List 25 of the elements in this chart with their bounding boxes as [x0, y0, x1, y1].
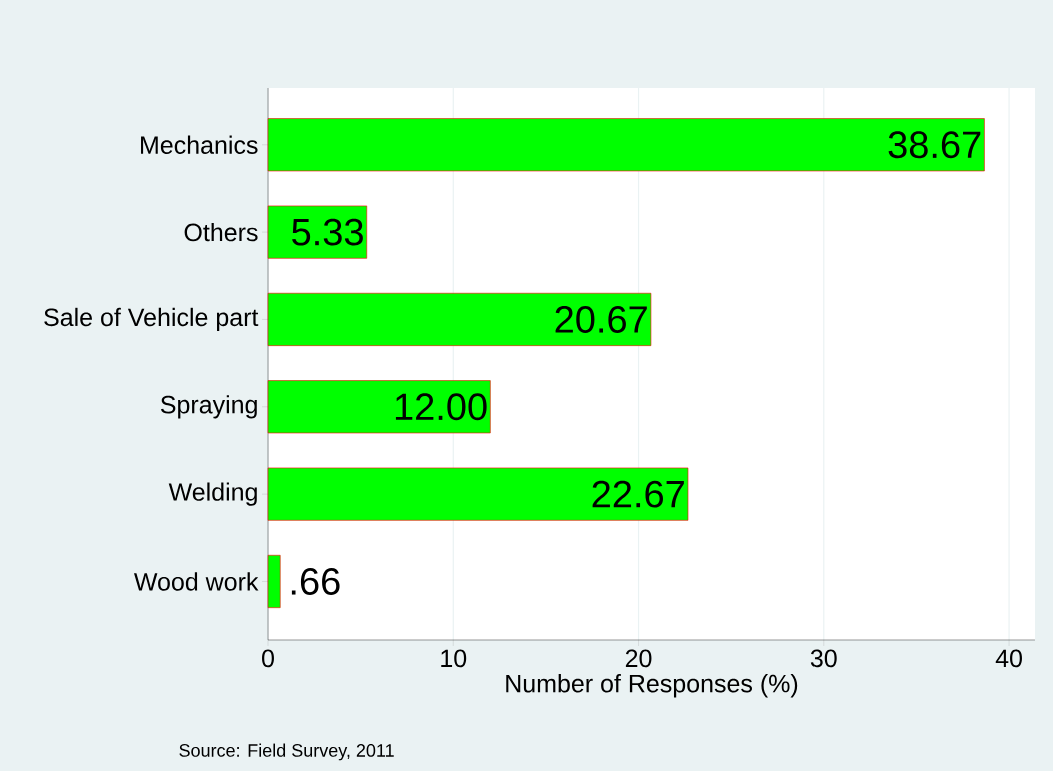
bar [267, 554, 281, 608]
y-tick-label: Sale of Vehicle part [44, 307, 259, 332]
bar [267, 118, 985, 172]
bar [267, 467, 689, 521]
bar [267, 292, 652, 346]
data-label: 20.67 [555, 306, 647, 333]
y-tick-label: Others [184, 222, 258, 242]
y-tick-label: Welding [168, 482, 257, 506]
data-label: 22.67 [592, 480, 684, 508]
source-note: Source: Field Survey, 2011 [179, 743, 394, 761]
data-label: 5.33 [292, 218, 363, 246]
x-tick-label: 20 [625, 649, 652, 668]
y-tick-label: Mechanics [141, 135, 258, 154]
data-label: .66 [291, 568, 340, 595]
y-tick-label: Spraying [160, 395, 257, 419]
data-label: 38.67 [888, 131, 981, 159]
x-tick-label: 30 [810, 649, 837, 668]
x-tick-label: 10 [441, 649, 467, 668]
x-tick-label: 0 [262, 649, 274, 668]
x-axis-title: Number of Responses (%) [506, 674, 798, 698]
x-tick-label: 40 [995, 649, 1022, 668]
bar [267, 205, 368, 259]
data-label: 12.00 [395, 393, 487, 421]
y-tick-label: Wood work [134, 572, 259, 591]
bar [267, 380, 491, 434]
